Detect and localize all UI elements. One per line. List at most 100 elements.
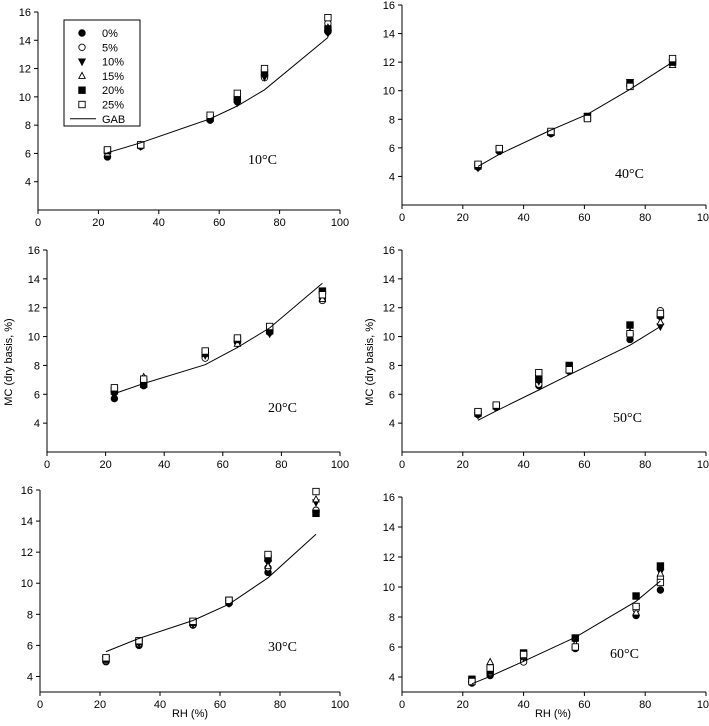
y-tick-label: 6 — [389, 143, 395, 155]
legend-marker — [78, 71, 86, 79]
panel-5: 0 20 40 60 80 100 4 6 8 10 12 14 16 30°C — [21, 485, 349, 711]
x-tick-label: 60 — [578, 459, 590, 471]
x-tick-label: 40 — [154, 699, 166, 711]
series-25pct — [474, 309, 665, 416]
x-tick-label: 100 — [697, 459, 709, 471]
y-tick-label: 16 — [383, 492, 395, 504]
x-tick-label: 40 — [517, 212, 529, 224]
series-gab-line — [107, 37, 329, 154]
y-tick-label: 10 — [383, 582, 395, 594]
data-point — [318, 294, 327, 303]
y-tick-label: 6 — [27, 640, 33, 652]
series-25pct — [102, 487, 320, 662]
series-10pct — [467, 568, 665, 686]
y-tick-label: 6 — [34, 389, 40, 401]
y-tick-label: 6 — [389, 642, 395, 654]
data-point — [324, 14, 332, 22]
x-axis-label-right: RH (%) — [535, 708, 571, 720]
y-tick-label: 8 — [389, 114, 395, 126]
y-tick-label: 16 — [383, 0, 395, 12]
data-point — [492, 401, 500, 409]
data-point — [324, 25, 332, 33]
data-point — [626, 330, 634, 338]
data-point — [656, 578, 665, 587]
y-axis-label-right: MC (dry basis, %) — [364, 318, 376, 405]
y-tick-label: 12 — [383, 303, 395, 315]
x-tick-label: 80 — [273, 217, 285, 229]
legend-item: 20% — [78, 85, 124, 97]
legend-label: GAB — [102, 114, 125, 126]
series-5pct — [468, 574, 665, 686]
x-tick-label: 80 — [639, 212, 651, 224]
legend-item: 15% — [78, 71, 124, 83]
data-point — [102, 654, 110, 662]
x-tick-label: 100 — [697, 212, 709, 224]
data-point — [312, 509, 320, 518]
data-point — [656, 562, 665, 570]
y-tick-label: 14 — [28, 274, 40, 286]
series-20pct — [468, 562, 665, 683]
x-tick-label: 80 — [639, 699, 651, 711]
series-gab-line — [471, 580, 661, 685]
series-gab-line — [105, 533, 317, 653]
legend-item: 25% — [78, 100, 124, 112]
data-point — [318, 291, 327, 299]
x-tick-label: 0 — [399, 459, 405, 471]
x-tick-label: 100 — [331, 459, 349, 471]
data-point — [233, 89, 241, 97]
x-tick-label: 20 — [457, 459, 469, 471]
x-tick-label: 20 — [457, 212, 469, 224]
legend-label: 20% — [102, 85, 124, 97]
y-tick-label: 4 — [25, 177, 31, 189]
temperature-label: 60°C — [610, 647, 639, 662]
y-tick-label: 4 — [389, 418, 395, 430]
x-tick-label: 60 — [578, 699, 590, 711]
series-gab-line — [114, 282, 323, 395]
legend-marker — [78, 43, 86, 51]
x-axis-label-left: RH (%) — [172, 708, 208, 720]
y-tick-label: 10 — [383, 332, 395, 344]
y-tick-label: 16 — [28, 245, 40, 257]
y-axis-label-left: MC (dry basis, %) — [3, 318, 15, 405]
y-tick-label: 8 — [25, 120, 31, 132]
y-tick-label: 14 — [383, 522, 395, 534]
x-tick-label: 40 — [517, 699, 529, 711]
data-point — [312, 494, 320, 503]
y-tick-label: 14 — [21, 516, 33, 528]
series-25pct — [468, 578, 665, 686]
data-point — [312, 487, 320, 496]
series-25pct — [103, 14, 332, 154]
legend-label: 5% — [102, 42, 118, 54]
data-point — [656, 569, 665, 577]
panel-4: 0 20 40 60 80 100 4 6 8 10 12 14 16 50°C — [383, 245, 709, 471]
panel-2: 0 20 40 60 80 100 4 6 8 10 12 14 16 40°C — [383, 0, 709, 224]
y-tick-label: 8 — [389, 612, 395, 624]
panel-1: 0 20 40 60 80 100 4 6 8 10 12 14 16 10°C — [19, 7, 349, 229]
x-tick-label: 20 — [92, 217, 104, 229]
x-tick-label: 100 — [697, 699, 709, 711]
legend-marker — [77, 58, 87, 67]
x-tick-label: 0 — [37, 699, 43, 711]
x-tick-label: 40 — [153, 217, 165, 229]
data-point — [486, 664, 494, 672]
y-tick-label: 14 — [383, 29, 395, 41]
series-0pct — [468, 586, 665, 687]
y-tick-label: 8 — [27, 609, 33, 621]
data-point — [103, 146, 112, 154]
x-tick-label: 80 — [274, 699, 286, 711]
data-point — [135, 637, 143, 645]
y-tick-label: 6 — [389, 389, 395, 401]
data-point — [571, 643, 579, 651]
y-tick-label: 6 — [25, 148, 31, 160]
data-point — [632, 602, 640, 611]
y-tick-label: 10 — [21, 578, 33, 590]
panel-3: 0 20 40 60 80 100 4 6 8 10 12 14 16 20°C — [28, 245, 349, 471]
data-point — [260, 64, 269, 73]
x-tick-label: 0 — [399, 699, 405, 711]
x-tick-label: 20 — [99, 459, 111, 471]
data-point — [632, 608, 641, 616]
legend-label: 10% — [102, 57, 124, 69]
y-tick-label: 10 — [383, 86, 395, 98]
legend-item: 10% — [77, 57, 124, 69]
data-point — [495, 144, 503, 153]
